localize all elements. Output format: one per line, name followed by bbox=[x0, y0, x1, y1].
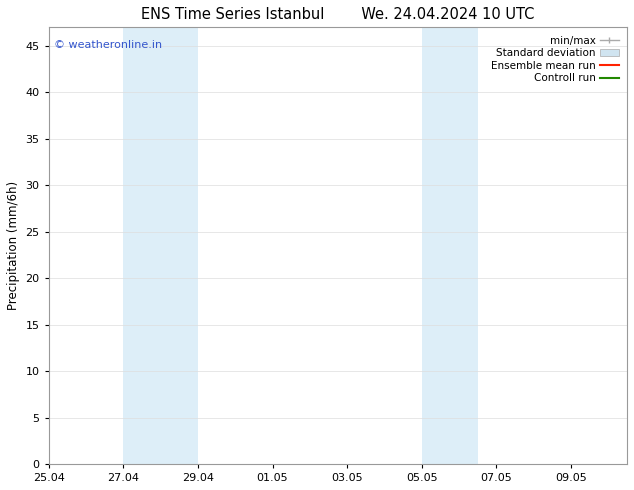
Text: © weatheronline.in: © weatheronline.in bbox=[55, 40, 162, 50]
Bar bbox=[422, 27, 478, 464]
Title: ENS Time Series Istanbul        We. 24.04.2024 10 UTC: ENS Time Series Istanbul We. 24.04.2024 … bbox=[141, 7, 534, 22]
Legend: min/max, Standard deviation, Ensemble mean run, Controll run: min/max, Standard deviation, Ensemble me… bbox=[488, 32, 622, 87]
Y-axis label: Precipitation (mm/6h): Precipitation (mm/6h) bbox=[7, 181, 20, 310]
Bar bbox=[123, 27, 198, 464]
